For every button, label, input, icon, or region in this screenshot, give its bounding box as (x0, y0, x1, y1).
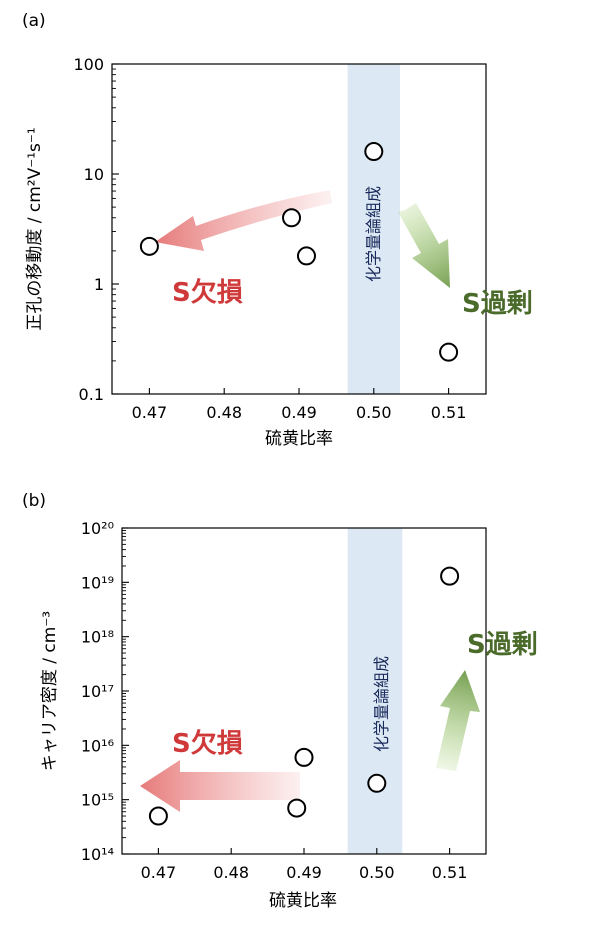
panel-a-ticks: 0.47 0.48 0.49 0.50 0.51 100 10 1 0.1 (73, 55, 466, 422)
panel-b-y-tick-label: 10²⁰ (81, 519, 114, 538)
panel-b-y-tick-label: 10¹⁷ (81, 682, 114, 701)
panel-b-deficit-arrow (140, 760, 300, 812)
panel-a-data-point (282, 208, 302, 228)
panel-a-data-point (296, 246, 316, 266)
panel-a-deficit-arrow (155, 190, 332, 251)
panel-b-y-tick-label: 10¹⁸ (81, 628, 114, 647)
panel-a-y-tick-label: 0.1 (79, 385, 104, 404)
panel-b-y-tick-label: 10¹⁵ (81, 791, 114, 810)
panel-b-data-point (148, 806, 168, 826)
panel-b-ticks: 0.47 0.48 0.49 0.50 0.51 10²⁰ 10¹⁹ 10¹⁸ 10¹⁷ 10¹⁶… (81, 519, 468, 882)
panel-b-points (148, 566, 460, 826)
panel-a: (a) 0.47 0.48 0.49 0.50 0.51 100 10 1 0.1 化学量論組成… (22, 11, 533, 449)
panel-b-x-tick-label: 0.50 (359, 863, 395, 882)
panel-b-x-tick-label: 0.48 (213, 863, 249, 882)
panel-a-y-axis-title: 正孔の移動度 / cm²V⁻¹s⁻¹ (25, 127, 45, 330)
panel-b: (b) 0.47 0.48 0.49 0.50 0.51 10²⁰ 10¹⁹ 10¹⁸ 10¹⁷… (22, 491, 538, 911)
panel-b-band-label: 化学量論組成 (372, 656, 391, 752)
panel-b-data-point (440, 566, 460, 586)
panel-b-data-point (294, 747, 314, 767)
panel-a-x-tick-label: 0.49 (281, 403, 317, 422)
panel-a-y-tick-label: 10 (84, 165, 104, 184)
panel-b-y-tick-label: 10¹⁹ (81, 573, 114, 592)
panel-a-x-tick-label: 0.47 (132, 403, 168, 422)
panel-b-x-tick-label: 0.51 (432, 863, 468, 882)
panel-a-points (139, 142, 459, 362)
panel-a-y-tick-label: 1 (94, 275, 104, 294)
panel-b-y-tick-label: 10¹⁶ (81, 736, 114, 755)
panel-b-x-tick-label: 0.47 (141, 863, 177, 882)
panel-b-data-point (287, 798, 307, 818)
panel-b-x-axis-title: 硫黄比率 (269, 891, 337, 911)
panel-b-excess-arrow (436, 670, 480, 771)
panel-b-label: (b) (22, 491, 46, 511)
panel-a-x-axis-title: 硫黄比率 (265, 429, 333, 449)
panel-a-data-point (364, 142, 384, 162)
panel-a-label: (a) (22, 11, 46, 31)
panel-a-x-tick-label: 0.51 (431, 403, 467, 422)
panel-a-deficit-label: S欠損 (172, 277, 243, 308)
panel-a-stoichiometric-band (347, 64, 400, 394)
panel-a-x-tick-label: 0.50 (356, 403, 392, 422)
panel-a-excess-label: S過剰 (462, 289, 533, 319)
panel-b-deficit-label: S欠損 (172, 728, 243, 759)
panel-b-y-axis-title: キャリア密度 / cm⁻³ (40, 611, 60, 771)
panel-b-y-tick-label: 10¹⁴ (81, 845, 114, 864)
panel-a-data-point (439, 342, 459, 362)
panel-b-data-point (367, 773, 387, 793)
panel-a-y-tick-label: 100 (73, 55, 104, 74)
panel-a-data-point (139, 236, 159, 256)
panel-a-band-label: 化学量論組成 (364, 186, 383, 282)
panel-b-excess-label: S過剰 (467, 630, 538, 660)
panel-a-excess-arrow (398, 203, 450, 288)
panel-b-stoichiometric-band (347, 528, 403, 854)
panel-a-x-tick-label: 0.48 (206, 403, 242, 422)
panel-b-x-tick-label: 0.49 (286, 863, 322, 882)
